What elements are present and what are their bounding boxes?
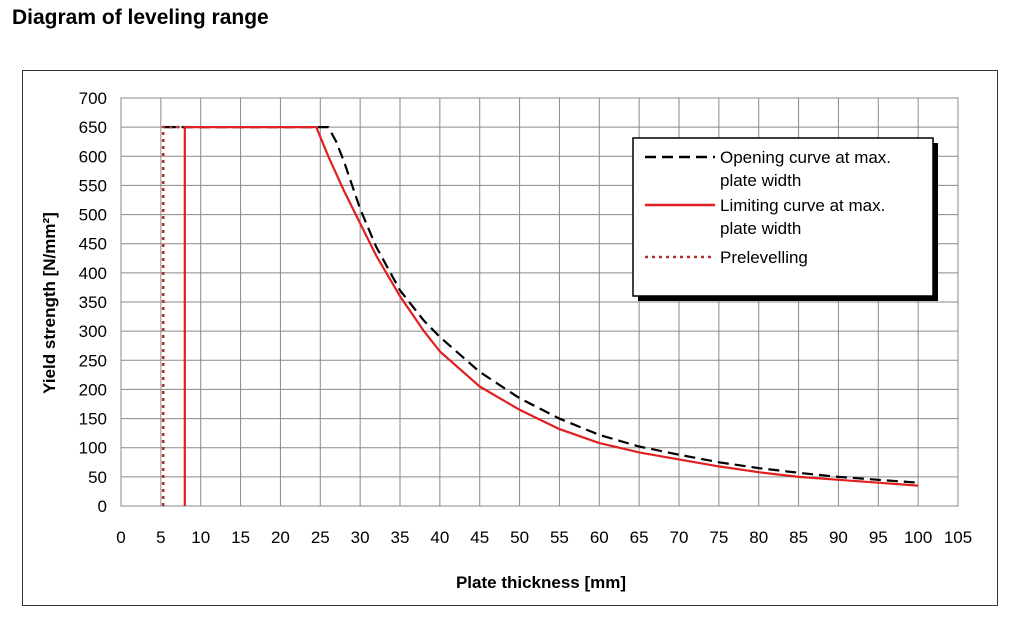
series-line-2 bbox=[161, 125, 185, 506]
legend-label-0: Opening curve at max. plate width bbox=[720, 148, 891, 190]
y-tick-label: 50 bbox=[88, 468, 107, 487]
x-tick-label: 65 bbox=[630, 528, 649, 547]
y-tick-label: 700 bbox=[79, 89, 107, 108]
x-tick-label: 15 bbox=[231, 528, 250, 547]
x-tick-label: 80 bbox=[749, 528, 768, 547]
series-line-0 bbox=[164, 125, 919, 484]
y-tick-label: 0 bbox=[98, 497, 107, 516]
y-tick-label: 500 bbox=[79, 206, 107, 225]
ticks-layer: 0 5 10 15 20 25 30 35 40 45 50 55 60 65 70 75 80 85 90 95 10… bbox=[79, 89, 973, 547]
y-tick-label: 150 bbox=[79, 410, 107, 429]
series-line-1 bbox=[183, 125, 919, 506]
x-tick-label: 50 bbox=[510, 528, 529, 547]
x-tick-label: 90 bbox=[829, 528, 848, 547]
y-tick-label: 100 bbox=[79, 439, 107, 458]
y-tick-label: 450 bbox=[79, 235, 107, 254]
x-tick-label: 45 bbox=[470, 528, 489, 547]
yield-strength-chart: 0 5 10 15 20 25 30 35 40 45 50 55 60 65 70 75 80 85 90 95 10… bbox=[40, 89, 973, 592]
x-tick-label: 105 bbox=[944, 528, 972, 547]
x-tick-label: 0 bbox=[116, 528, 125, 547]
x-tick-label: 75 bbox=[709, 528, 728, 547]
legend-box bbox=[632, 137, 934, 297]
legend-items: Opening curve at max. plate width Limiting… bbox=[645, 148, 891, 267]
series-layer bbox=[161, 125, 919, 506]
y-tick-label: 200 bbox=[79, 380, 107, 399]
y-tick-label: 400 bbox=[79, 264, 107, 283]
x-tick-label: 30 bbox=[351, 528, 370, 547]
y-axis-title: Yield strength [N/mm²] bbox=[40, 212, 59, 394]
x-tick-label: 95 bbox=[869, 528, 888, 547]
x-tick-label: 70 bbox=[670, 528, 689, 547]
x-tick-label: 60 bbox=[590, 528, 609, 547]
x-tick-label: 100 bbox=[904, 528, 932, 547]
page-title: Diagram of leveling range bbox=[12, 6, 269, 29]
x-tick-label: 5 bbox=[156, 528, 165, 547]
x-tick-label: 10 bbox=[191, 528, 210, 547]
x-tick-label: 85 bbox=[789, 528, 808, 547]
legend-label-1: Limiting curve at max. plate width bbox=[720, 196, 885, 238]
y-tick-label: 600 bbox=[79, 147, 107, 166]
x-tick-label: 20 bbox=[271, 528, 290, 547]
y-tick-label: 650 bbox=[79, 118, 107, 137]
legend-label-2: Prelevelling bbox=[720, 248, 808, 267]
x-axis-title: Plate thickness [mm] bbox=[456, 573, 626, 592]
x-tick-label: 55 bbox=[550, 528, 569, 547]
y-tick-label: 300 bbox=[79, 322, 107, 341]
legend: Opening curve at max. plate width Limiting… bbox=[632, 137, 938, 301]
y-tick-label: 550 bbox=[79, 176, 107, 195]
chart-frame: 0 5 10 15 20 25 30 35 40 45 50 55 60 65 70 75 80 85 90 95 10… bbox=[22, 70, 998, 606]
x-tick-label: 35 bbox=[391, 528, 410, 547]
x-tick-label: 40 bbox=[430, 528, 449, 547]
y-tick-label: 250 bbox=[79, 351, 107, 370]
y-tick-label: 350 bbox=[79, 293, 107, 312]
x-tick-label: 25 bbox=[311, 528, 330, 547]
